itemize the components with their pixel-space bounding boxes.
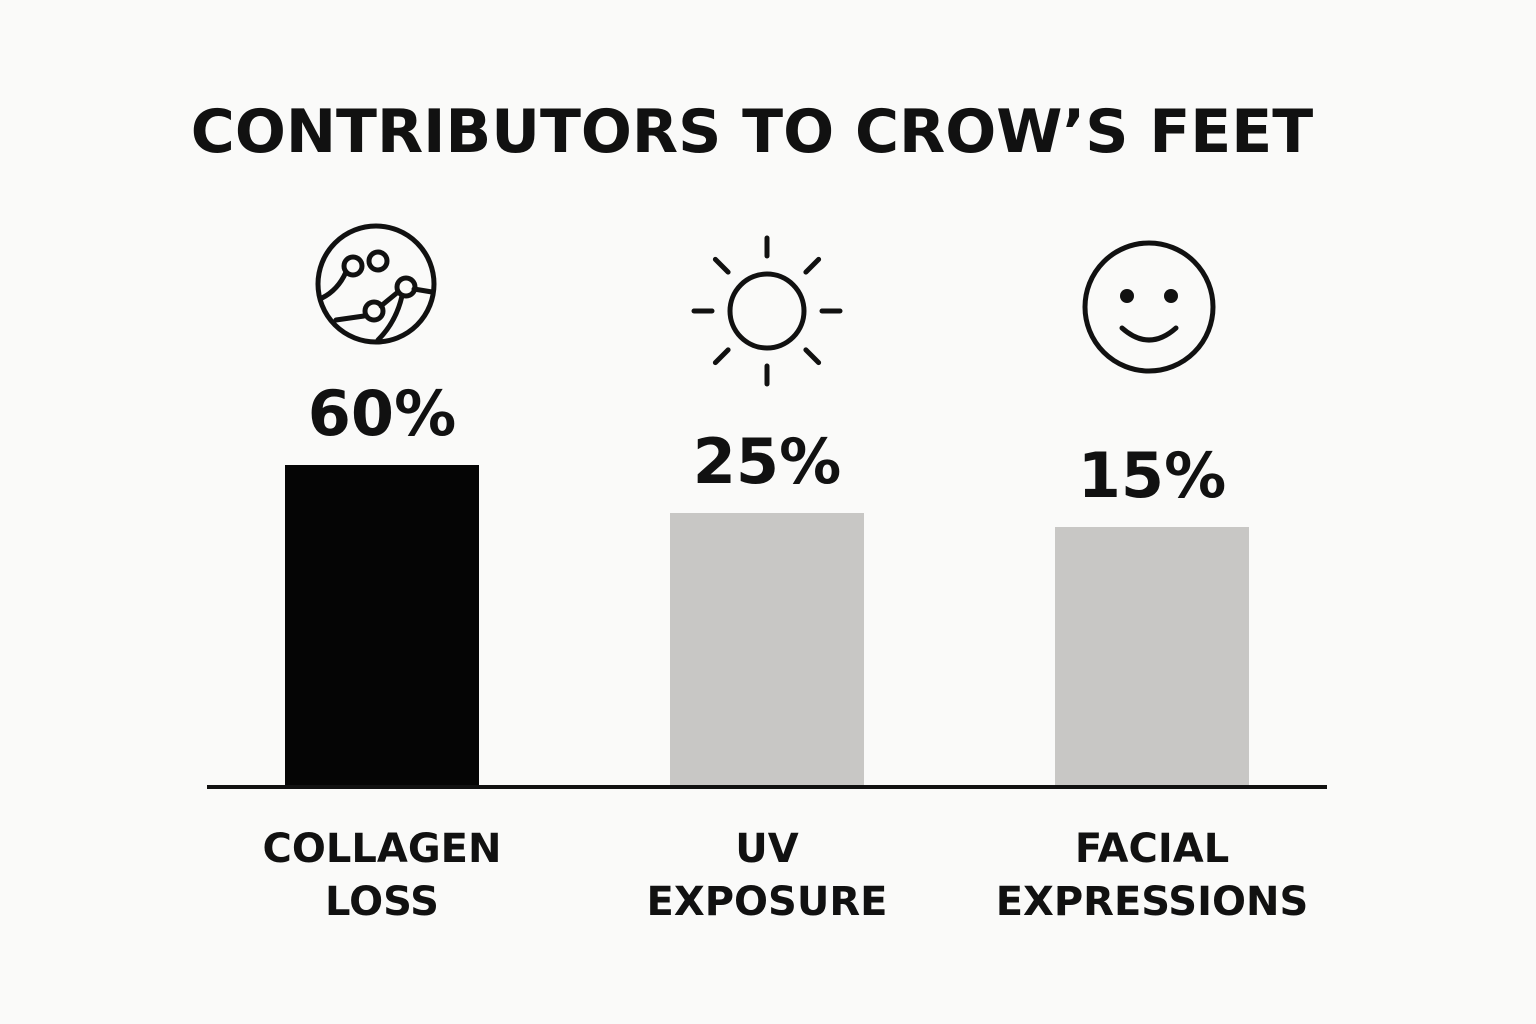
category-label-3-line-2: EXPRESSIONS: [996, 879, 1309, 925]
value-label-1: 60%: [308, 377, 456, 450]
collagen-fiber-icon: [315, 223, 437, 345]
value-label-3: 15%: [1078, 439, 1226, 512]
bar-1: [285, 465, 479, 785]
value-labels: 60% 25% 15%: [308, 377, 1226, 512]
category-label-2-line-1: UV: [735, 826, 798, 872]
category-label-3-line-1: FACIAL: [1075, 826, 1229, 872]
category-label-1-line-1: COLLAGEN: [263, 826, 502, 872]
category-label-1-line-2: LOSS: [325, 879, 439, 925]
bar-3: [1055, 527, 1249, 785]
value-label-2: 25%: [693, 425, 841, 498]
bars: [285, 465, 1249, 785]
smiley-face-icon: [1082, 240, 1216, 374]
category-label-2-line-2: EXPOSURE: [647, 879, 888, 925]
category-icons: [315, 223, 1216, 387]
category-labels: COLLAGEN LOSS UV EXPOSURE FACIAL EXPRESSIONS: [263, 826, 1309, 925]
bar-2: [670, 513, 864, 785]
sun-icon: [691, 235, 843, 387]
chart-title: CONTRIBUTORS TO CROW’S FEET: [191, 97, 1313, 167]
